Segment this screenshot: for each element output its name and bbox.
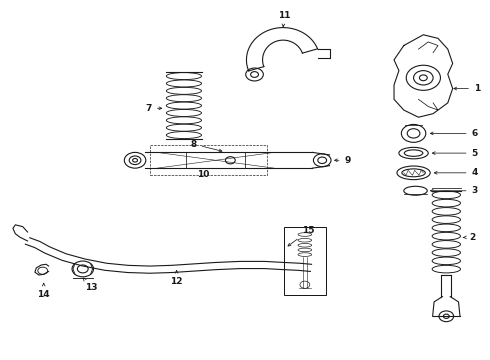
Text: 7: 7 [146,104,162,113]
Text: 10: 10 [197,170,210,179]
Text: 13: 13 [83,278,98,292]
Bar [150,145,267,175]
Text: 3: 3 [430,186,478,195]
Text: 1: 1 [454,84,480,93]
Text: 15: 15 [288,226,315,246]
Text: 6: 6 [430,129,478,138]
Text: 2: 2 [464,233,475,242]
Bar [284,226,326,295]
Text: 5: 5 [432,149,478,158]
Text: 8: 8 [191,140,222,152]
Text: 14: 14 [37,283,50,298]
Text: 11: 11 [278,10,291,27]
Text: 4: 4 [434,168,478,177]
Text: 9: 9 [335,156,351,165]
Text: 12: 12 [171,270,183,285]
